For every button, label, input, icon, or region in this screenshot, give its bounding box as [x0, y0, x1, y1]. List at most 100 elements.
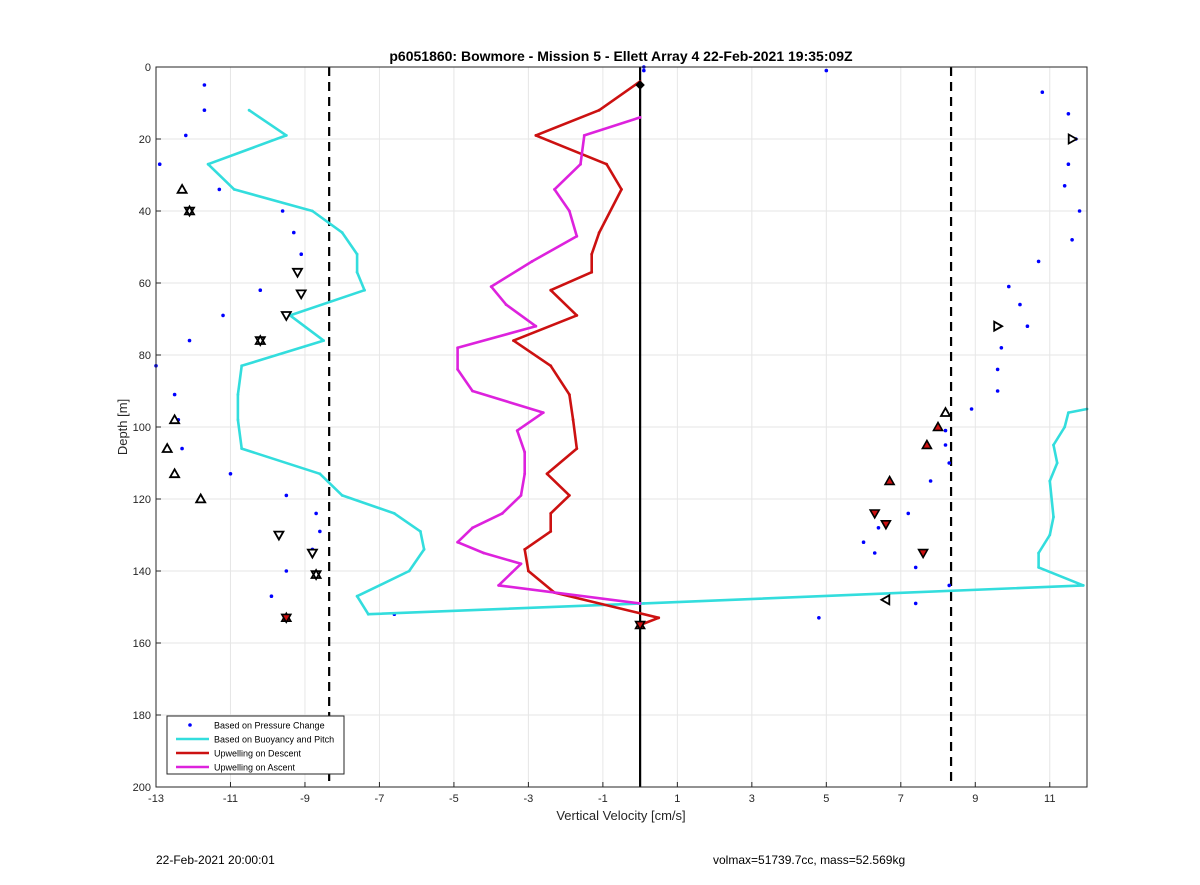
- down-triangle-marker: [280, 311, 293, 322]
- based-on-buoyancy-and-pitch-point: [407, 569, 411, 573]
- upwelling-on-ascent-point: [504, 303, 508, 306]
- based-on-buoyancy-and-pitch-point: [240, 447, 244, 450]
- upwelling-on-descent-point: [527, 569, 530, 573]
- upwelling-on-ascent-point: [456, 540, 460, 544]
- upwelling-on-ascent-point: [482, 551, 486, 555]
- based-on-buoyancy-and-pitch-point: [1048, 479, 1052, 483]
- pressure-change-point: [906, 511, 911, 516]
- up-triangle-marker: [168, 413, 181, 425]
- pressure-change-point: [947, 461, 952, 465]
- upwelling-on-ascent-point: [582, 134, 586, 137]
- star-marker: [310, 570, 323, 581]
- pressure-change-point: [872, 551, 877, 555]
- down-triangle-marker: [295, 289, 308, 301]
- legend: Based on Pressure Change Based on Buoyanc…: [166, 715, 345, 775]
- upwelling-on-ascent-point: [519, 562, 523, 566]
- y-axis-label: Depth [m]: [115, 399, 130, 455]
- x-tick-label: -1: [598, 793, 608, 805]
- descent-star-marker: [280, 613, 293, 624]
- legend-label: Based on Pressure Change: [214, 721, 325, 731]
- based-on-buoyancy-and-pitch-point: [322, 339, 325, 342]
- up-triangle-marker: [194, 492, 207, 504]
- y-tick-label: 40: [139, 206, 151, 218]
- pressure-change-point: [258, 288, 263, 293]
- y-tick-label: 60: [139, 278, 151, 290]
- pressure-change-point: [157, 162, 162, 166]
- based-on-buoyancy-and-pitch-point: [232, 188, 236, 191]
- based-on-buoyancy-and-pitch-point: [1037, 566, 1040, 569]
- star-marker: [183, 206, 196, 218]
- upwelling-on-descent-point: [605, 162, 609, 166]
- upwelling-on-ascent-point: [456, 368, 460, 371]
- x-axis-ticks: -13 -11 -9 -7 -5 -3 -1 1 3 5 7 9 11: [148, 782, 1055, 805]
- pressure-change-point: [314, 511, 318, 516]
- descent-down-marker: [880, 519, 892, 531]
- upwelling-on-ascent-point: [541, 411, 545, 414]
- gridlines: [155, 66, 1087, 788]
- pressure-change-point: [1066, 162, 1071, 166]
- upwelling-on-descent-point: [597, 231, 601, 235]
- star-marker: [254, 336, 267, 347]
- based-on-buoyancy-and-pitch-point: [318, 472, 322, 476]
- pressure-change-point: [928, 479, 933, 483]
- based-on-buoyancy-and-pitch-point: [1048, 533, 1052, 537]
- pressure-change-point: [876, 526, 881, 530]
- upwelling-on-ascent-point: [471, 526, 474, 530]
- upwelling-on-ascent-point: [519, 494, 523, 497]
- based-on-buoyancy-and-pitch-point: [642, 602, 646, 605]
- upwelling-on-ascent-point: [489, 285, 493, 288]
- x-tick-label: -9: [300, 793, 310, 805]
- upwelling-on-descent-point: [567, 494, 571, 497]
- pressure-change-point: [228, 472, 233, 476]
- upwelling-on-ascent-point: [575, 234, 579, 238]
- right-triangle-marker: [993, 320, 1004, 333]
- based-on-buoyancy-and-pitch-point: [1081, 584, 1085, 587]
- based-on-buoyancy-and-pitch-point: [392, 512, 396, 515]
- legend-label: Based on Buoyancy and Pitch: [214, 735, 334, 745]
- x-tick-label: 1: [674, 793, 680, 805]
- pressure-change-point: [187, 338, 192, 343]
- pressure-change-point: [642, 68, 646, 73]
- upwelling-on-ascent-point: [567, 209, 571, 213]
- based-on-buoyancy-and-pitch-point: [240, 364, 244, 368]
- upwelling-on-ascent-point: [500, 512, 504, 515]
- descent-down-marker: [917, 548, 929, 560]
- chart-title: p6051860: Bowmore - Mission 5 - Ellett A…: [389, 48, 853, 64]
- upwelling-on-descent-point: [575, 447, 579, 450]
- pressure-change-point: [913, 601, 918, 606]
- based-on-buoyancy-and-pitch-point: [247, 108, 251, 112]
- upwelling-on-descent-point: [549, 512, 553, 515]
- based-on-buoyancy-and-pitch-point: [1063, 425, 1067, 429]
- upwelling-on-descent-point: [590, 270, 594, 274]
- based-on-buoyancy-and-pitch-point: [355, 594, 359, 598]
- upwelling-on-descent-point: [523, 548, 527, 551]
- pressure-change-point: [183, 133, 188, 138]
- x-tick-label: -13: [148, 793, 164, 805]
- x-tick-label: 5: [823, 793, 829, 805]
- y-tick-label: 120: [133, 494, 151, 506]
- upwelling-on-ascent-point: [553, 188, 556, 191]
- upwelling-on-descent-point: [512, 339, 515, 342]
- based-on-buoyancy-and-pitch-point: [366, 612, 370, 616]
- based-on-buoyancy-and-pitch-point: [284, 134, 288, 137]
- pressure-change-point: [1018, 302, 1022, 307]
- y-tick-label: 0: [145, 62, 151, 74]
- markers-layer: [161, 80, 1079, 632]
- upwelling-on-ascent-point: [579, 162, 582, 166]
- series-layer: [154, 65, 1089, 627]
- pressure-change-point: [217, 187, 222, 192]
- upwelling-on-descent-line: [512, 80, 661, 627]
- upwelling-on-descent-point: [571, 418, 575, 422]
- pressure-change-point: [969, 407, 974, 411]
- x-tick-label: -11: [223, 793, 238, 805]
- up-triangle-marker: [176, 183, 189, 194]
- x-tick-label: 11: [1044, 793, 1055, 805]
- y-tick-label: 140: [133, 566, 151, 578]
- left-triangle-marker: [879, 593, 891, 606]
- upwelling-on-descent-point: [545, 472, 549, 476]
- pressure-change-point: [1077, 209, 1082, 213]
- x-tick-label: 9: [972, 793, 978, 805]
- pressure-change-point: [284, 493, 289, 498]
- based-on-buoyancy-and-pitch-point: [1037, 551, 1040, 555]
- pressure-change-point: [284, 569, 289, 573]
